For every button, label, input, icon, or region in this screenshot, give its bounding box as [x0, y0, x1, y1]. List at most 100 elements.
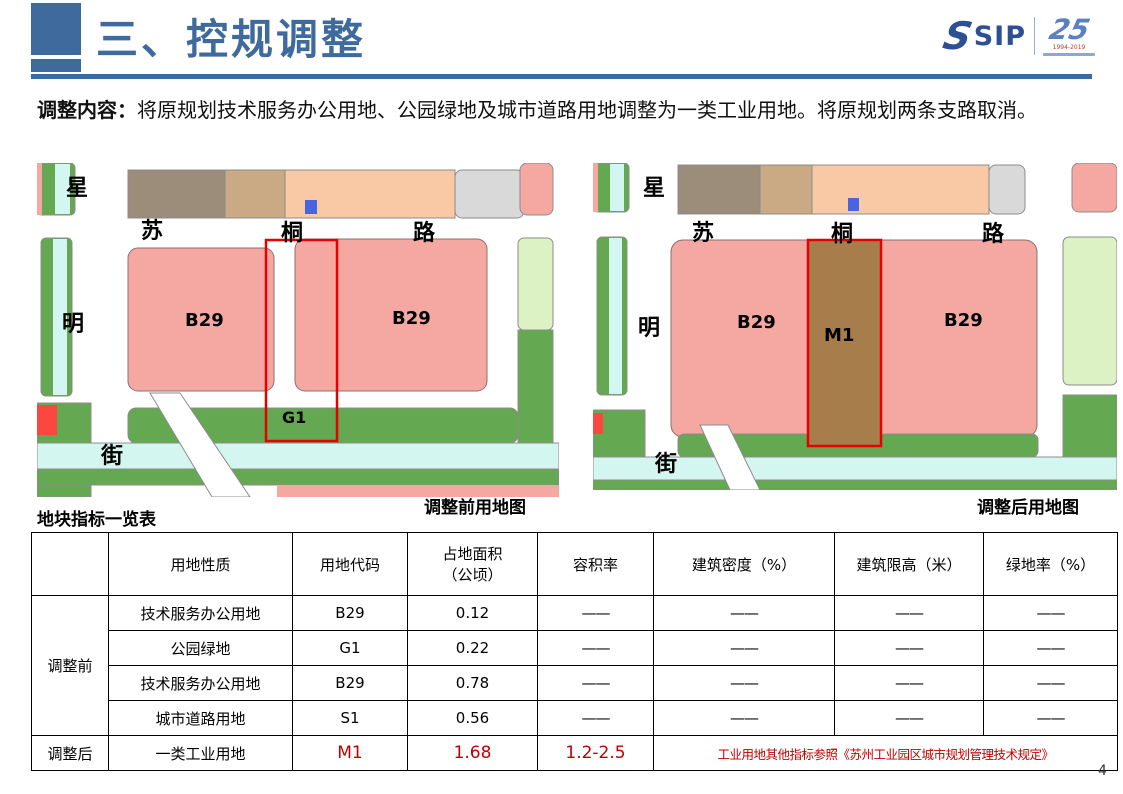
- indicator-table: 用地性质 用地代码 占地面积 （公顷） 容积率 建筑密度（%） 建筑限高（米） …: [31, 532, 1118, 771]
- water-band: [37, 442, 559, 470]
- anniversary-25-mark: 25: [1045, 13, 1093, 46]
- table-row: 技术服务办公用地 B29 0.78 —— —— —— ——: [32, 665, 1118, 701]
- canal-water-mid: [53, 239, 67, 395]
- map-before: 星 苏 桐 路 明 街 B29 B29 G1: [37, 163, 559, 497]
- cell-code: B29: [292, 595, 408, 631]
- street-label-tong: 桐: [831, 222, 854, 247]
- street-label-lu: 路: [982, 222, 1005, 247]
- header-far: 容积率: [537, 532, 654, 596]
- table-title: 地块指标一览表: [37, 510, 156, 530]
- cell-far: ——: [537, 700, 654, 736]
- cell-area: 1.68: [407, 735, 538, 771]
- red-block: [593, 413, 603, 434]
- table-row: 城市道路用地 S1 0.56 —— —— —— ——: [32, 700, 1118, 736]
- diagonal-road: [699, 424, 761, 490]
- street-label-ming: 明: [62, 312, 85, 337]
- cell-note: 工业用地其他指标参照《苏州工业园区城市规划管理技术规定》: [653, 735, 1118, 771]
- title-decoration-bar: [31, 59, 81, 72]
- sip-swoosh-icon: S: [939, 14, 977, 58]
- block-tan: [759, 164, 813, 215]
- parcel-b29-right: [294, 238, 488, 392]
- street-label-ming: 明: [638, 316, 661, 341]
- cell-far: 1.2-2.5: [537, 735, 654, 771]
- table-row: 公园绿地 G1 0.22 —— —— —— ——: [32, 630, 1118, 666]
- row-group-before: 调整前: [31, 595, 109, 736]
- cell-far: ——: [537, 630, 654, 666]
- title-decoration-square: [31, 3, 81, 55]
- strip-light-green: [1062, 236, 1117, 386]
- sip-logo-text: SIP: [973, 20, 1026, 52]
- street-label-jie: 街: [655, 452, 678, 477]
- table-row: 调整前 技术服务办公用地 B29 0.12 —— —— —— ——: [31, 595, 1118, 736]
- parcel-m1: [806, 238, 883, 448]
- parcel-label-g1: G1: [282, 408, 307, 427]
- cell-far: ——: [537, 665, 654, 701]
- parcel-b29-left: [127, 247, 275, 392]
- adjustment-description-text: 将原规划技术服务办公用地、公园绿地及城市道路用地调整为一类工业用地。将原规划两条…: [137, 98, 1037, 122]
- cell-code: B29: [292, 665, 408, 701]
- cell-height: ——: [834, 665, 984, 701]
- highlight-outline-before: [264, 238, 339, 443]
- cell-green: ——: [983, 630, 1118, 666]
- block-tan: [224, 169, 286, 219]
- parcel-label-b29-right: B29: [944, 310, 983, 331]
- table-header-row: 用地性质 用地代码 占地面积 （公顷） 容积率 建筑密度（%） 建筑限高（米） …: [31, 532, 1118, 596]
- strip-green: [517, 329, 554, 444]
- header-corner: [31, 532, 109, 596]
- cell-height: ——: [834, 700, 984, 736]
- canal-water-mid: [609, 238, 622, 394]
- cell-height: ——: [834, 630, 984, 666]
- logo-tagline-bar: [1043, 53, 1095, 56]
- cell-density: ——: [653, 665, 835, 701]
- map-after: 星 苏 桐 路 明 街 B29 M1 B29: [593, 163, 1117, 490]
- table-row-after: 调整后 一类工业用地 M1 1.68 1.2-2.5 工业用地其他指标参照《苏州…: [31, 735, 1118, 771]
- green-band-lower: [593, 479, 1117, 490]
- green-band-lower: [37, 468, 559, 486]
- block-gray: [988, 164, 1026, 215]
- block-brown: [677, 164, 761, 215]
- cell-far: ——: [537, 595, 654, 631]
- map-after-graphic: [593, 163, 1117, 490]
- parcel-label-b29-left: B29: [737, 312, 776, 333]
- header-green: 绿地率（%）: [983, 532, 1118, 596]
- blue-marker: [305, 200, 317, 214]
- street-label-tong: 桐: [281, 221, 304, 246]
- cell-density: ——: [653, 700, 835, 736]
- parcel-label-b29-left: B29: [185, 310, 224, 331]
- street-label-su: 苏: [141, 219, 164, 244]
- adjustment-description: 调整内容：将原规划技术服务办公用地、公园绿地及城市道路用地调整为一类工业用地。将…: [37, 95, 1099, 126]
- cell-height: ——: [834, 595, 984, 631]
- canal-water-top: [610, 164, 624, 211]
- block-brown: [127, 169, 226, 219]
- cell-density: ——: [653, 595, 835, 631]
- header-area: 占地面积 （公顷）: [407, 532, 538, 596]
- parcel-label-m1: M1: [824, 325, 855, 346]
- strip-green: [1062, 394, 1117, 458]
- adjustment-description-label: 调整内容：: [37, 98, 137, 122]
- street-label-jie: 街: [101, 444, 124, 469]
- street-label-su: 苏: [692, 221, 715, 246]
- page-title: 三、控规调整: [96, 15, 367, 64]
- cell-use: 一类工业用地: [108, 735, 293, 771]
- pink-corner-top-right: [519, 163, 554, 216]
- block-gray: [454, 169, 525, 219]
- header-height: 建筑限高（米）: [834, 532, 984, 596]
- street-label-xing: 星: [66, 176, 89, 201]
- header-code: 用地代码: [292, 532, 408, 596]
- header-use: 用地性质: [108, 532, 293, 596]
- caption-before: 调整前用地图: [424, 498, 526, 518]
- cell-use: 技术服务办公用地: [108, 595, 293, 631]
- cell-use: 城市道路用地: [108, 700, 293, 736]
- cell-area: 0.78: [407, 665, 538, 701]
- title-underline: [31, 74, 1092, 79]
- page-number: 4: [1098, 763, 1107, 779]
- diagonal-road: [149, 392, 251, 497]
- pink-band-bottom: [277, 485, 559, 497]
- logo-divider: [1034, 17, 1035, 55]
- sip-logo: S SIP 25 1994-2019: [940, 13, 1095, 58]
- cell-green: ——: [983, 700, 1118, 736]
- cell-green: ——: [983, 665, 1118, 701]
- cell-green: ——: [983, 595, 1118, 631]
- cell-area: 0.12: [407, 595, 538, 631]
